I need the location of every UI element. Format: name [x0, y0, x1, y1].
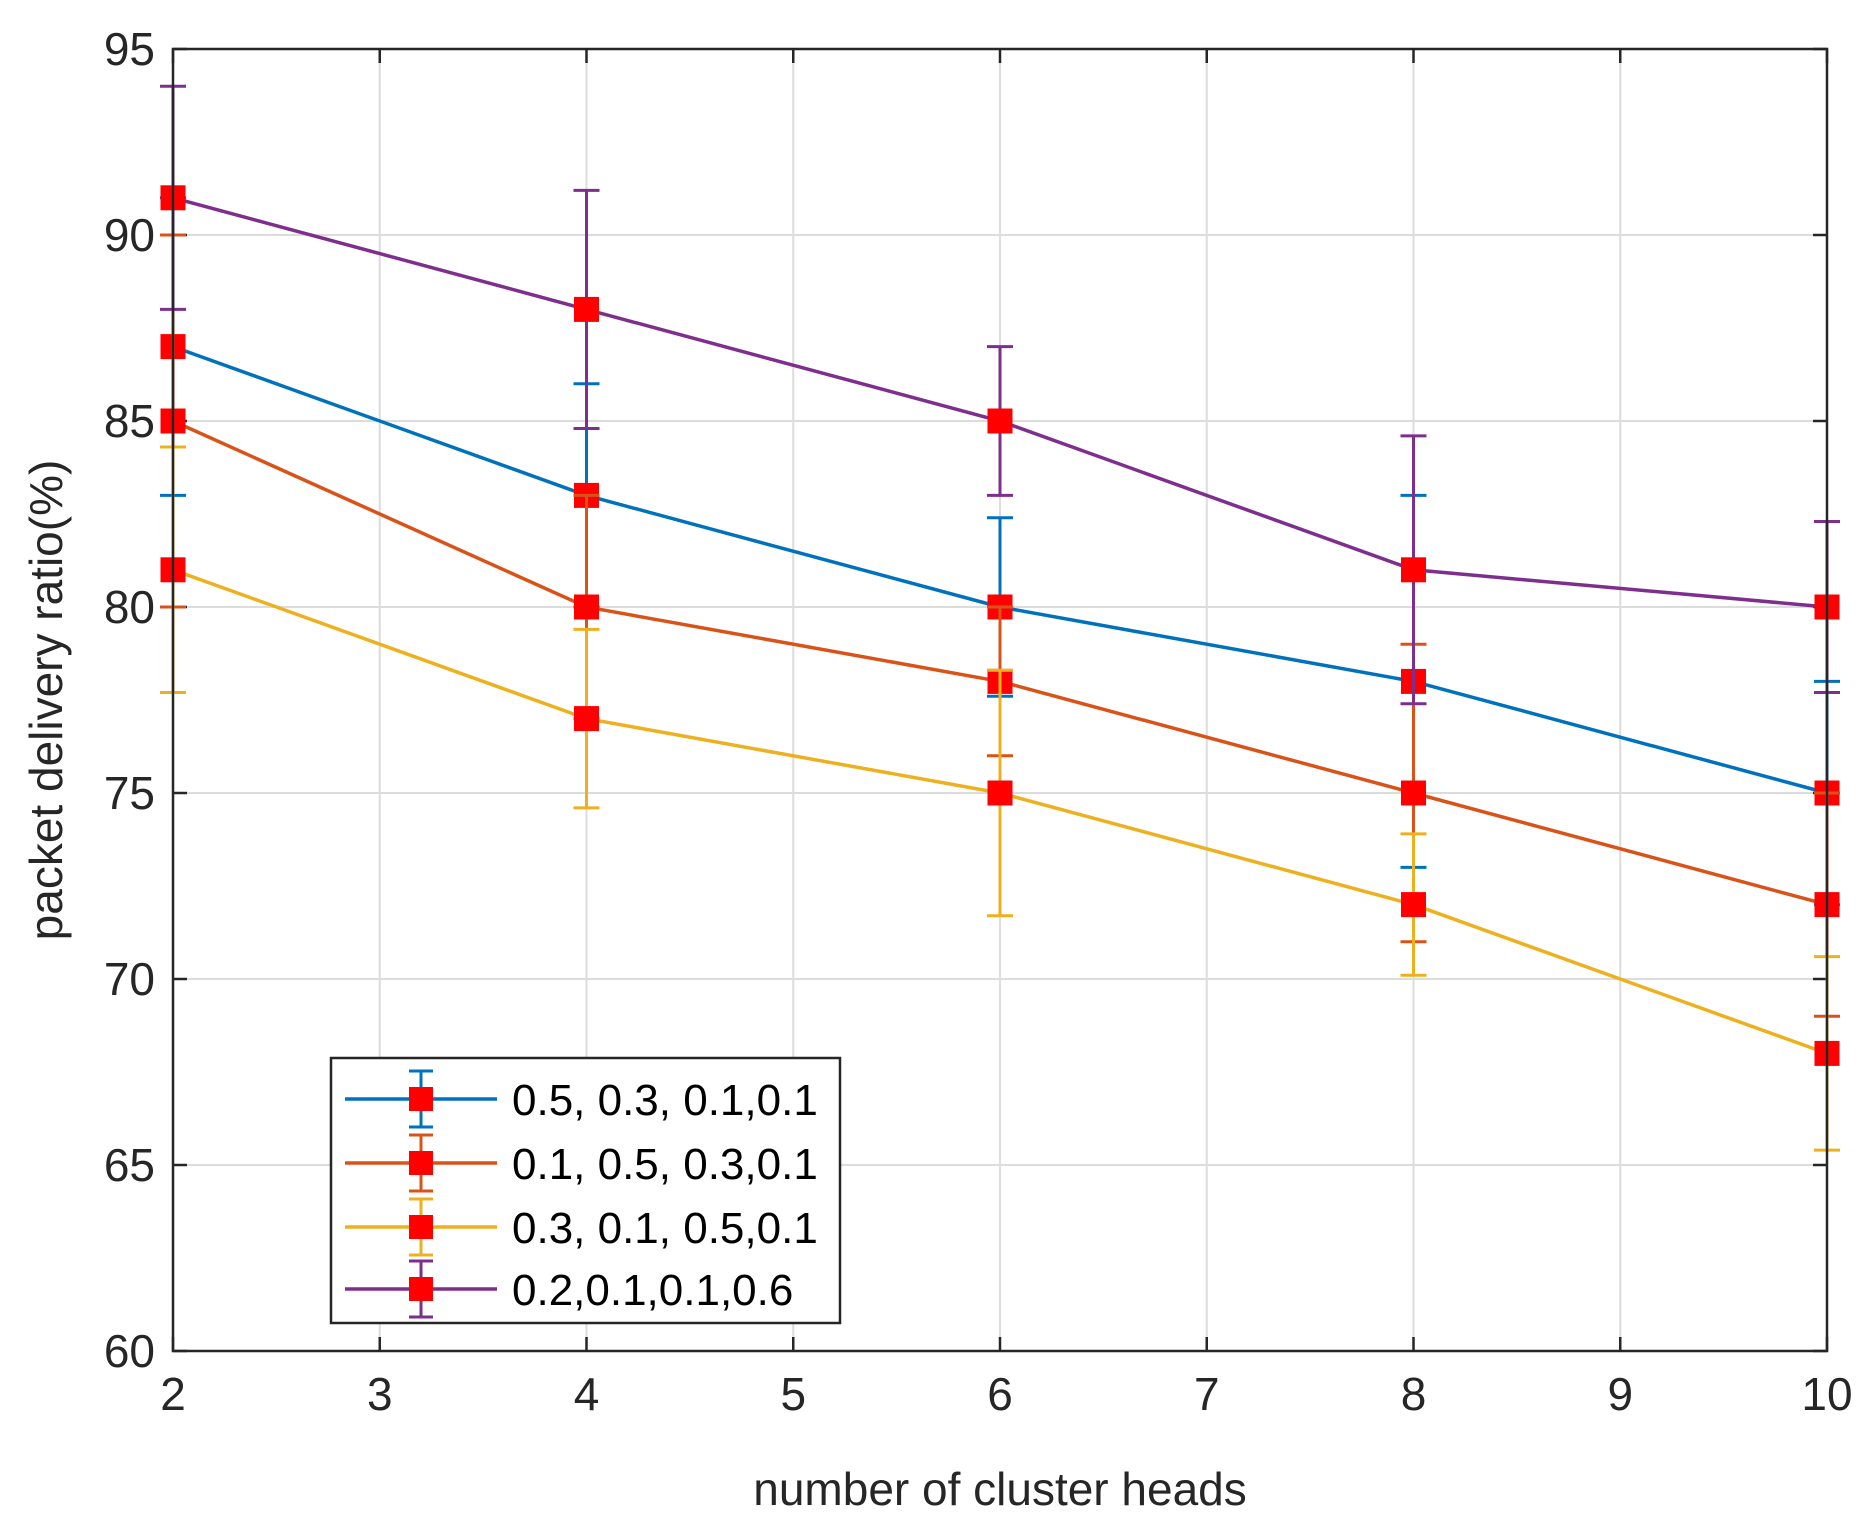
x-tick-label: 5	[780, 1368, 806, 1420]
data-point-marker	[574, 594, 599, 620]
legend-label: 0.3, 0.1, 0.5,0.1	[512, 1204, 818, 1253]
legend-label: 0.2,0.1,0.1,0.6	[512, 1266, 793, 1315]
legend-marker	[409, 1215, 433, 1239]
y-tick-label: 75	[104, 767, 155, 819]
legend-entry-3: 0.3, 0.1, 0.5,0.1	[345, 1197, 818, 1257]
x-tick-label: 9	[1607, 1368, 1633, 1420]
y-tick-label: 95	[104, 23, 155, 75]
data-point-marker	[1401, 780, 1426, 806]
data-point-marker	[987, 780, 1013, 806]
legend: 0.5, 0.3, 0.1,0.1 0.1, 0.5, 0.3,0.1 0.3, 0…	[329, 1056, 842, 1325]
y-tick-label: 70	[104, 953, 155, 1005]
data-point-marker	[574, 296, 599, 322]
x-tick-label: 8	[1401, 1368, 1427, 1420]
axes-box	[171, 47, 1829, 1353]
y-tick-label: 65	[104, 1139, 155, 1191]
legend-entry-2: 0.1, 0.5, 0.3,0.1	[345, 1133, 818, 1193]
x-tick-label: 7	[1194, 1368, 1220, 1420]
legend-label: 0.5, 0.3, 0.1,0.1	[512, 1076, 818, 1125]
y-tick-label: 80	[104, 581, 155, 633]
legend-entry-1: 0.5, 0.3, 0.1,0.1	[345, 1069, 818, 1129]
x-tick-label: 4	[574, 1368, 600, 1420]
x-axis-ticks: 2 3 4 5 6 7 8 9 10	[160, 49, 1853, 1420]
legend-entry-4: 0.2,0.1,0.1,0.6	[345, 1259, 793, 1319]
data-point-marker	[1401, 892, 1426, 918]
x-axis-label: number of cluster heads	[753, 1463, 1247, 1515]
y-axis-label: packet delivery ratio(%)	[20, 460, 72, 941]
legend-marker	[409, 1277, 433, 1301]
x-tick-label: 10	[1801, 1368, 1852, 1420]
data-point-marker	[1401, 557, 1426, 583]
legend-marker	[409, 1151, 433, 1175]
data-point-marker	[987, 408, 1013, 434]
legend-label: 0.1, 0.5, 0.3,0.1	[512, 1140, 818, 1189]
x-tick-label: 3	[367, 1368, 393, 1420]
x-tick-label: 6	[987, 1368, 1013, 1420]
y-tick-label: 60	[104, 1325, 155, 1377]
y-tick-label: 90	[104, 209, 155, 261]
y-tick-label: 85	[104, 395, 155, 447]
data-point-marker	[574, 706, 599, 732]
x-tick-label: 2	[160, 1368, 186, 1420]
y-axis-ticks: 60 65 70 75 80 85 90 95	[104, 23, 1827, 1377]
legend-marker	[409, 1087, 433, 1111]
